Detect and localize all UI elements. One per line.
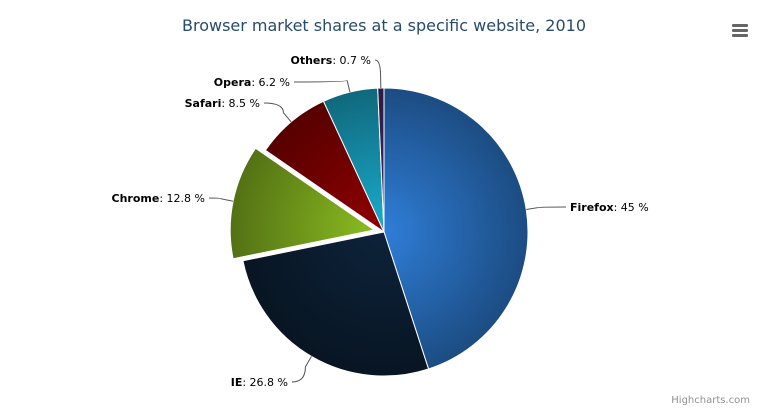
connector-others (374, 59, 382, 89)
data-label-firefox: Firefox: 45 % (570, 201, 649, 214)
chart-title: Browser market shares at a specific webs… (182, 16, 586, 35)
data-label-opera: Opera: 6.2 % (214, 76, 290, 89)
connector-ie (291, 356, 312, 383)
data-label-ie: IE: 26.8 % (231, 376, 288, 389)
pie-slice-ie[interactable] (242, 231, 430, 377)
credit-link[interactable]: Highcharts.com (671, 395, 750, 406)
pie-slice-firefox[interactable] (383, 87, 529, 370)
connector-chrome (208, 197, 234, 202)
connector-firefox (526, 206, 567, 210)
data-label-safari: Safari: 8.5 % (185, 97, 260, 110)
connector-safari (263, 102, 292, 123)
data-label-chrome: Chrome: 12.8 % (112, 192, 205, 205)
pie-slice-others[interactable] (377, 87, 385, 233)
hamburger-menu-icon[interactable] (726, 18, 754, 42)
data-label-others: Others: 0.7 % (290, 54, 371, 67)
connector-opera (293, 79, 351, 93)
